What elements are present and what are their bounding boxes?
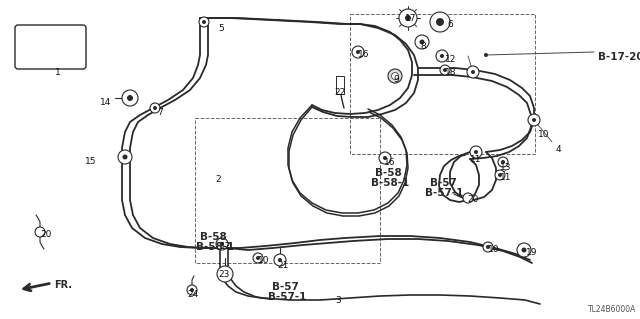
Text: B-58: B-58 bbox=[200, 232, 227, 242]
Text: 20: 20 bbox=[467, 195, 478, 204]
Circle shape bbox=[379, 152, 391, 164]
Text: B-58-1: B-58-1 bbox=[371, 178, 409, 188]
Text: 12: 12 bbox=[220, 242, 232, 251]
Text: TL24B6000A: TL24B6000A bbox=[588, 305, 636, 314]
Text: 11: 11 bbox=[470, 155, 481, 164]
Text: 16: 16 bbox=[358, 50, 369, 59]
Text: 3: 3 bbox=[335, 296, 340, 305]
Text: 14: 14 bbox=[100, 98, 111, 107]
Text: 10: 10 bbox=[488, 245, 499, 254]
Text: 4: 4 bbox=[556, 145, 562, 154]
Circle shape bbox=[190, 288, 194, 292]
Text: 1: 1 bbox=[55, 68, 61, 77]
Circle shape bbox=[443, 68, 447, 72]
Text: 7: 7 bbox=[157, 108, 163, 117]
Circle shape bbox=[440, 65, 450, 75]
Bar bbox=[350, 14, 535, 154]
Circle shape bbox=[463, 193, 473, 203]
Circle shape bbox=[474, 150, 478, 154]
Circle shape bbox=[399, 9, 417, 27]
Text: 6: 6 bbox=[447, 20, 452, 29]
Circle shape bbox=[419, 40, 424, 44]
Circle shape bbox=[352, 46, 364, 58]
Circle shape bbox=[392, 72, 399, 79]
Text: B-17-20: B-17-20 bbox=[598, 52, 640, 62]
Text: FR.: FR. bbox=[54, 280, 72, 290]
Text: B-57-1: B-57-1 bbox=[425, 188, 463, 198]
Text: 15: 15 bbox=[85, 157, 97, 166]
Bar bbox=[195, 118, 380, 263]
Text: 19: 19 bbox=[526, 248, 538, 257]
Circle shape bbox=[436, 18, 444, 26]
Bar bbox=[336, 76, 344, 94]
Circle shape bbox=[388, 69, 402, 83]
Circle shape bbox=[495, 170, 505, 180]
Text: B-57-1: B-57-1 bbox=[268, 292, 307, 302]
Circle shape bbox=[220, 242, 224, 246]
Circle shape bbox=[274, 254, 286, 266]
Text: 11: 11 bbox=[500, 173, 511, 182]
Text: 2: 2 bbox=[215, 175, 221, 184]
Circle shape bbox=[517, 243, 531, 257]
FancyBboxPatch shape bbox=[15, 25, 86, 69]
Text: 8: 8 bbox=[420, 42, 426, 51]
Circle shape bbox=[498, 157, 508, 167]
Text: B-58-1: B-58-1 bbox=[196, 242, 234, 252]
Circle shape bbox=[127, 95, 133, 101]
Circle shape bbox=[278, 258, 282, 262]
Circle shape bbox=[217, 266, 233, 282]
Text: 13: 13 bbox=[500, 163, 511, 172]
Text: 10: 10 bbox=[538, 130, 550, 139]
Circle shape bbox=[122, 90, 138, 106]
Text: 18: 18 bbox=[445, 68, 456, 77]
Text: 24: 24 bbox=[187, 290, 198, 299]
Circle shape bbox=[430, 12, 450, 32]
Circle shape bbox=[153, 106, 157, 110]
Circle shape bbox=[498, 173, 502, 177]
Text: 21: 21 bbox=[277, 261, 289, 270]
Circle shape bbox=[415, 35, 429, 49]
Circle shape bbox=[256, 256, 260, 260]
Circle shape bbox=[253, 253, 263, 263]
Text: 20: 20 bbox=[40, 230, 51, 239]
Circle shape bbox=[383, 156, 387, 160]
Text: 16: 16 bbox=[384, 158, 396, 167]
Circle shape bbox=[118, 150, 132, 164]
Circle shape bbox=[522, 248, 527, 253]
Text: 9: 9 bbox=[393, 75, 399, 84]
Text: 22: 22 bbox=[334, 88, 345, 97]
Text: 10: 10 bbox=[258, 256, 269, 265]
Circle shape bbox=[528, 114, 540, 126]
Circle shape bbox=[483, 242, 493, 252]
Circle shape bbox=[150, 103, 160, 113]
Circle shape bbox=[501, 160, 505, 164]
Circle shape bbox=[484, 53, 488, 57]
Text: 5: 5 bbox=[218, 24, 224, 33]
Circle shape bbox=[356, 50, 360, 54]
Text: 12: 12 bbox=[445, 55, 456, 64]
Text: 23: 23 bbox=[218, 270, 229, 279]
Circle shape bbox=[532, 118, 536, 122]
Circle shape bbox=[202, 20, 206, 24]
Circle shape bbox=[122, 154, 127, 160]
Text: 17: 17 bbox=[405, 14, 417, 23]
Text: B-57: B-57 bbox=[272, 282, 299, 292]
Circle shape bbox=[467, 66, 479, 78]
Circle shape bbox=[216, 238, 228, 250]
Circle shape bbox=[436, 50, 448, 62]
Text: B-58: B-58 bbox=[375, 168, 402, 178]
Circle shape bbox=[471, 70, 475, 74]
Circle shape bbox=[199, 17, 209, 27]
Circle shape bbox=[486, 245, 490, 249]
Circle shape bbox=[35, 227, 45, 237]
Circle shape bbox=[470, 146, 482, 158]
Circle shape bbox=[440, 54, 444, 58]
Circle shape bbox=[405, 15, 411, 21]
Text: B-57: B-57 bbox=[430, 178, 457, 188]
Circle shape bbox=[187, 285, 197, 295]
